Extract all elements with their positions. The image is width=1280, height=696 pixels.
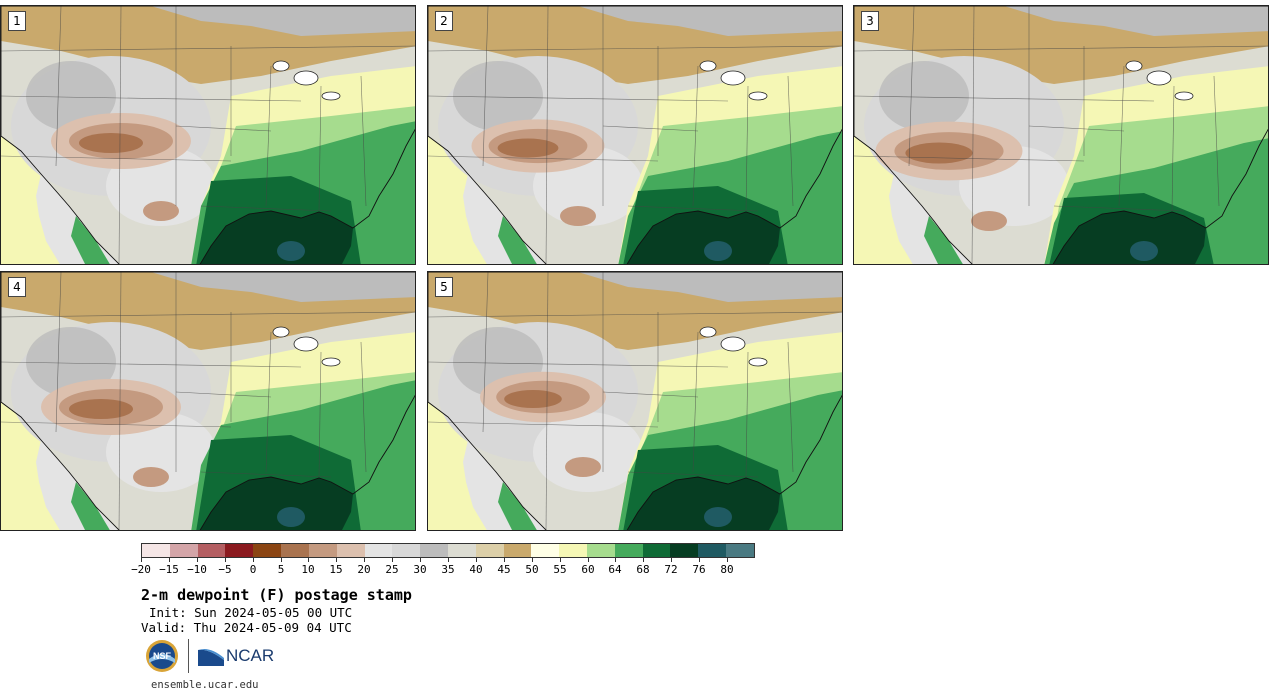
colorbar-swatch [420,544,448,557]
colorbar-swatch [142,544,170,557]
dewpoint-map [1,272,415,530]
colorbar-tick [615,558,616,562]
colorbar-swatch [531,544,560,557]
colorbar-tick-label: 0 [249,563,257,576]
valid-time: Valid: Thu 2024-05-09 04 UTC [141,620,352,635]
colorbar-tick-label: 45 [497,563,511,576]
panel-number: 5 [435,277,453,297]
colorbar-tick [281,558,282,562]
colorbar-swatch [698,544,727,557]
colorbar-swatch [670,544,699,557]
nsf-logo: NSF [146,640,178,672]
colorbar-tick [364,558,365,562]
dewpoint-map [1,6,415,264]
colorbar-swatch [642,544,671,557]
colorbar-swatch [364,544,393,557]
colorbar-tick-label: 35 [441,563,455,576]
colorbar-tick-label: 20 [357,563,371,576]
colorbar-swatch [253,544,282,557]
colorbar-swatch [308,544,337,557]
colorbar-tick [141,558,142,562]
colorbar-tick [560,558,561,562]
map-panel-1: 1 [0,5,416,265]
colorbar-swatch [503,544,532,557]
colorbar-swatch [614,544,643,557]
colorbar-tick-label: 76 [692,563,706,576]
dewpoint-map [428,272,842,530]
colorbar-tick-label: 10 [301,563,315,576]
colorbar-tick-label: −10 [187,563,207,576]
dewpoint-map [854,6,1268,264]
dewpoint-map [428,6,842,264]
colorbar-tick [532,558,533,562]
colorbar-swatch [587,544,615,557]
logos: NSF NCAR [145,638,274,674]
colorbar-tick-label: 64 [608,563,622,576]
plot-title: 2-m dewpoint (F) postage stamp [141,586,412,604]
colorbar-tick [420,558,421,562]
map-panel-5: 5 [427,271,843,531]
colorbar-swatch [281,544,309,557]
map-panel-2: 2 [427,5,843,265]
colorbar-tick-label: 60 [581,563,595,576]
map-panel-4: 4 [0,271,416,531]
colorbar-tick-label: −20 [131,563,151,576]
colorbar-tick [476,558,477,562]
colorbar-tick [253,558,254,562]
colorbar-tick [169,558,170,562]
panel-number: 1 [8,11,26,31]
colorbar-swatch [336,544,365,557]
colorbar-swatch [225,544,254,557]
init-time: Init: Sun 2024-05-05 00 UTC [149,605,353,620]
colorbar-tick-label: 25 [385,563,399,576]
colorbar-tick [448,558,449,562]
panel-number: 2 [435,11,453,31]
website-url: ensemble.ucar.edu [151,679,259,691]
colorbar-swatch [447,544,476,557]
colorbar-tick [699,558,700,562]
colorbar-tick [197,558,198,562]
colorbar-swatch [392,544,421,557]
colorbar-swatch [475,544,504,557]
colorbar-tick [225,558,226,562]
map-panel-3: 3 [853,5,1269,265]
colorbar-tick [308,558,309,562]
panel-number: 4 [8,277,26,297]
colorbar-tick [727,558,728,562]
logo-separator [188,639,189,673]
colorbar-tick-label: 30 [413,563,427,576]
colorbar-swatch [559,544,587,557]
colorbar [141,543,755,558]
colorbar-tick [336,558,337,562]
colorbar-swatch [169,544,198,557]
colorbar-tick-label: 80 [720,563,734,576]
panel-number: 3 [861,11,879,31]
ncar-swoosh-icon [198,649,224,666]
colorbar-swatch [197,544,226,557]
colorbar-tick [671,558,672,562]
colorbar-tick-label: 5 [277,563,285,576]
colorbar-tick-label: 50 [525,563,539,576]
colorbar-tick [588,558,589,562]
colorbar-tick-label: −5 [218,563,232,576]
colorbar-tick-label: 72 [664,563,678,576]
colorbar-tick [504,558,505,562]
colorbar-tick-label: 15 [329,563,343,576]
colorbar-tick-label: −15 [159,563,179,576]
svg-text:NSF: NSF [153,651,172,661]
colorbar-tick-label: 40 [469,563,483,576]
colorbar-tick-label: 55 [553,563,567,576]
colorbar-tick [392,558,393,562]
colorbar-tick [643,558,644,562]
colorbar-swatch [726,544,754,557]
colorbar-tick-label: 68 [636,563,650,576]
colorbar-ticks: −20 −15 −10 −5 0 5 10 15 20 25 30 35 40 45 50 55 60 64 68 7… [131,558,755,578]
ncar-logo: NCAR [198,646,274,666]
